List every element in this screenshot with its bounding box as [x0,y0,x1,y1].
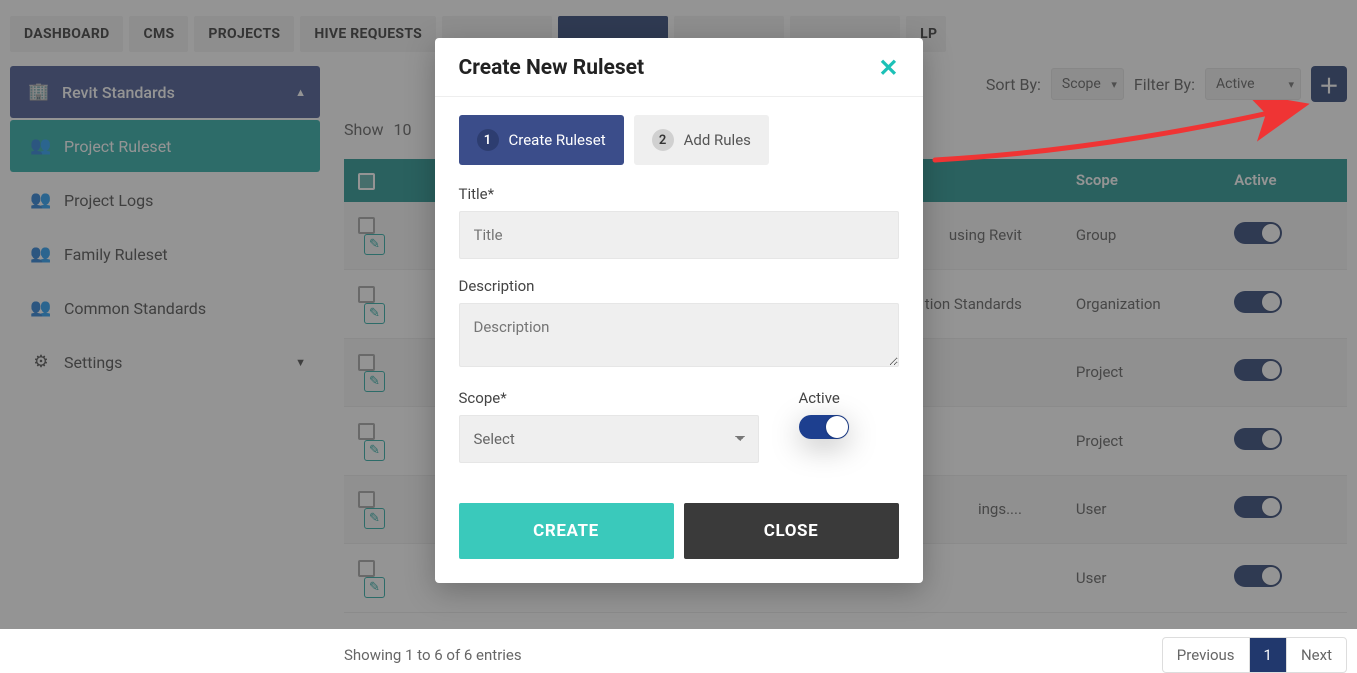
modal-overlay: Create New Ruleset ✕ 1 Create Ruleset 2 … [0,0,1357,629]
step-create-ruleset[interactable]: 1 Create Ruleset [459,115,624,165]
pager-next[interactable]: Next [1287,638,1346,672]
active-toggle[interactable] [799,415,849,439]
create-button[interactable]: CREATE [459,503,674,559]
step-label: Add Rules [684,131,751,149]
modal-header: Create New Ruleset ✕ [435,38,923,97]
stepper: 1 Create Ruleset 2 Add Rules [459,115,899,165]
description-label: Description [459,277,899,295]
modal-close-button[interactable]: ✕ [878,54,898,82]
step-label: Create Ruleset [509,131,606,149]
pagination: Previous 1 Next [1162,637,1347,673]
table-footer: Showing 1 to 6 of 6 entries Previous 1 N… [344,637,1347,673]
modal-body: 1 Create Ruleset 2 Add Rules Title* Desc… [435,97,923,485]
modal-title: Create New Ruleset [459,56,645,80]
scope-select[interactable]: Select [459,415,759,463]
entries-summary: Showing 1 to 6 of 6 entries [344,646,522,664]
pager-page-1[interactable]: 1 [1250,638,1287,672]
title-input[interactable] [459,211,899,259]
step-number: 1 [477,129,499,151]
create-ruleset-modal: Create New Ruleset ✕ 1 Create Ruleset 2 … [435,38,923,583]
active-label: Active [799,389,849,407]
scope-label: Scope* [459,389,759,407]
step-add-rules[interactable]: 2 Add Rules [634,115,769,165]
title-label: Title* [459,185,899,203]
modal-footer: CREATE CLOSE [435,485,923,583]
step-number: 2 [652,129,674,151]
close-button[interactable]: CLOSE [684,503,899,559]
close-icon: ✕ [878,54,898,82]
pager-prev[interactable]: Previous [1163,638,1250,672]
description-input[interactable] [459,303,899,367]
